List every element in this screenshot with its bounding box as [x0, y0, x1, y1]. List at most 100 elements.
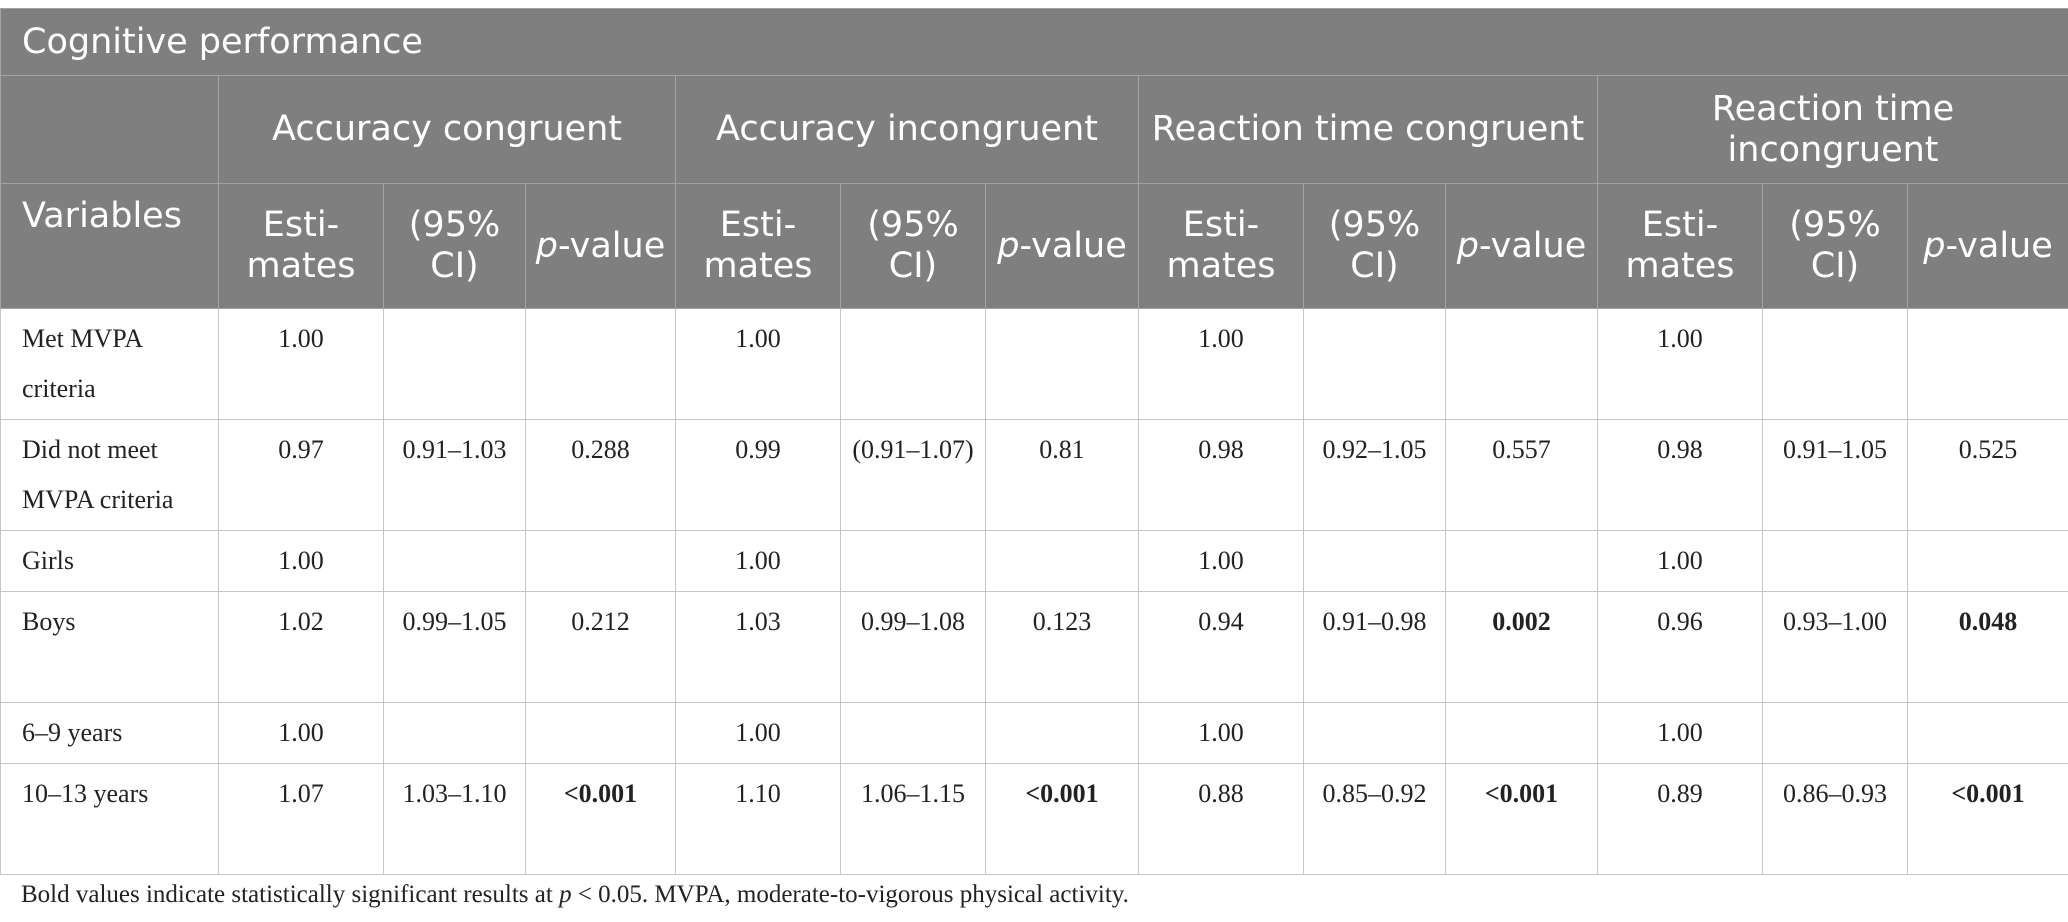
table-cell: 0.98 [1597, 419, 1763, 531]
group-header: Reaction time congruent [1138, 75, 1598, 184]
table-cell: 0.91–1.03 [383, 419, 526, 531]
table-cell: 0.99–1.05 [383, 591, 526, 703]
table-cell: 1.00 [1138, 702, 1304, 764]
row-label: Met MVPA criteria [0, 308, 219, 420]
table-cell: 1.00 [1138, 308, 1304, 420]
table-cell [985, 308, 1139, 420]
p-value-header: p-value [985, 183, 1139, 309]
group-header: Reaction time incongruent [1596, 75, 2068, 184]
variables-header: Variables [0, 183, 219, 309]
footnote-text: < 0.05. MVPA, moderate-to-vigorous physi… [571, 881, 1129, 908]
table-cell: 0.288 [525, 419, 676, 531]
p-rest: -value [1019, 225, 1127, 266]
table-cell [383, 308, 526, 420]
table-cell: 0.98 [1138, 419, 1304, 531]
ci-header: (95% CI) [1303, 183, 1446, 309]
table-row: Did not meet MVPA criteria 0.97 0.91–1.03 0… [0, 419, 2068, 531]
table-cell [1445, 530, 1598, 592]
table-cell: <0.001 [1906, 763, 2068, 875]
table-cell [1303, 530, 1446, 592]
table-cell [1303, 308, 1446, 420]
p-rest: -value [1945, 225, 2053, 266]
estimates-header: Esti-mates [218, 183, 384, 309]
estimates-header: Esti-mates [1597, 183, 1763, 309]
table-cell: 0.99–1.08 [840, 591, 986, 703]
p-letter: p [997, 225, 1020, 266]
group-header: Accuracy congruent [218, 75, 676, 184]
table-cell: 0.91–0.98 [1303, 591, 1446, 703]
group-header: Accuracy incongruent [675, 75, 1139, 184]
table-cell [383, 530, 526, 592]
table-cell: 0.88 [1138, 763, 1304, 875]
table-cell: 1.00 [675, 308, 841, 420]
table-cell [1906, 530, 2068, 592]
table-cell: 1.03–1.10 [383, 763, 526, 875]
p-value-header: p-value [1906, 183, 2068, 309]
table-cell [1906, 702, 2068, 764]
row-label: Did not meet MVPA criteria [0, 419, 219, 531]
row-label: Girls [0, 530, 219, 592]
table-cell [840, 530, 986, 592]
table-cell: 0.92–1.05 [1303, 419, 1446, 531]
table-row: Boys 1.02 0.99–1.05 0.212 1.03 0.99–1.08 0.123… [0, 591, 2068, 703]
table-cell [525, 702, 676, 764]
footnote-text: Bold values indicate statistically signi… [21, 881, 560, 908]
table-cell [1762, 308, 1908, 420]
table-cell [383, 702, 526, 764]
table-cell: 0.96 [1597, 591, 1763, 703]
p-rest: -value [1478, 225, 1587, 266]
table-cell: <0.001 [1445, 763, 1598, 875]
ci-header: (95% CI) [1762, 183, 1908, 309]
table-cell: 0.91–1.05 [1762, 419, 1908, 531]
p-letter: p [1923, 225, 1946, 266]
table-cell: 0.97 [218, 419, 384, 531]
table-cell: 0.81 [985, 419, 1139, 531]
row-label: Boys [0, 591, 219, 703]
estimates-header: Esti-mates [675, 183, 841, 309]
p-rest: -value [557, 225, 666, 266]
table-cell: 1.06–1.15 [840, 763, 986, 875]
table-cell [1762, 702, 1908, 764]
ci-header: (95% CI) [383, 183, 526, 309]
table-cell [1762, 530, 1908, 592]
p-letter: p [535, 225, 558, 266]
table-cell: 1.10 [675, 763, 841, 875]
results-table: Cognitive performance Accuracy congruent… [0, 8, 2068, 875]
table-cell: 1.00 [218, 702, 384, 764]
table-cell: 1.00 [675, 702, 841, 764]
estimates-header: Esti-mates [1138, 183, 1304, 309]
table-row: Girls 1.00 1.00 1.00 1.00 [0, 530, 2068, 592]
table-cell [525, 308, 676, 420]
p-value-header: p-value [525, 183, 676, 309]
table-cell: 0.93–1.00 [1762, 591, 1908, 703]
table-cell: 0.89 [1597, 763, 1763, 875]
table-cell: 1.02 [218, 591, 384, 703]
table-cell [840, 308, 986, 420]
p-letter: p [1456, 225, 1479, 266]
table-cell: 1.00 [1597, 308, 1763, 420]
table-cell [1303, 702, 1446, 764]
table-title: Cognitive performance [0, 8, 2068, 76]
table-cell: 1.00 [675, 530, 841, 592]
footnote-p: p [559, 881, 572, 908]
table-cell: 0.048 [1906, 591, 2068, 703]
table-cell: <0.001 [525, 763, 676, 875]
table-cell: 0.123 [985, 591, 1139, 703]
table-cell: <0.001 [985, 763, 1139, 875]
table-cell: 0.557 [1445, 419, 1598, 531]
table-cell: (0.91–1.07) [840, 419, 986, 531]
table-cell [1445, 702, 1598, 764]
table-cell: 1.00 [1597, 702, 1763, 764]
table-cell: 1.03 [675, 591, 841, 703]
table-row: Met MVPA criteria 1.00 1.00 1.00 1.00 [0, 308, 2068, 420]
ci-header: (95% CI) [840, 183, 986, 309]
row-label: 10–13 years [0, 763, 219, 875]
table-cell [840, 702, 986, 764]
table-cell [985, 530, 1139, 592]
table-cell: 0.94 [1138, 591, 1304, 703]
table-cell: 1.00 [218, 530, 384, 592]
table-row: 10–13 years 1.07 1.03–1.10 <0.001 1.10 1.06–1… [0, 763, 2068, 875]
table-cell: 1.00 [1597, 530, 1763, 592]
group-header-blank [0, 75, 219, 184]
table-footnote: Bold values indicate statistically signi… [21, 881, 1129, 909]
